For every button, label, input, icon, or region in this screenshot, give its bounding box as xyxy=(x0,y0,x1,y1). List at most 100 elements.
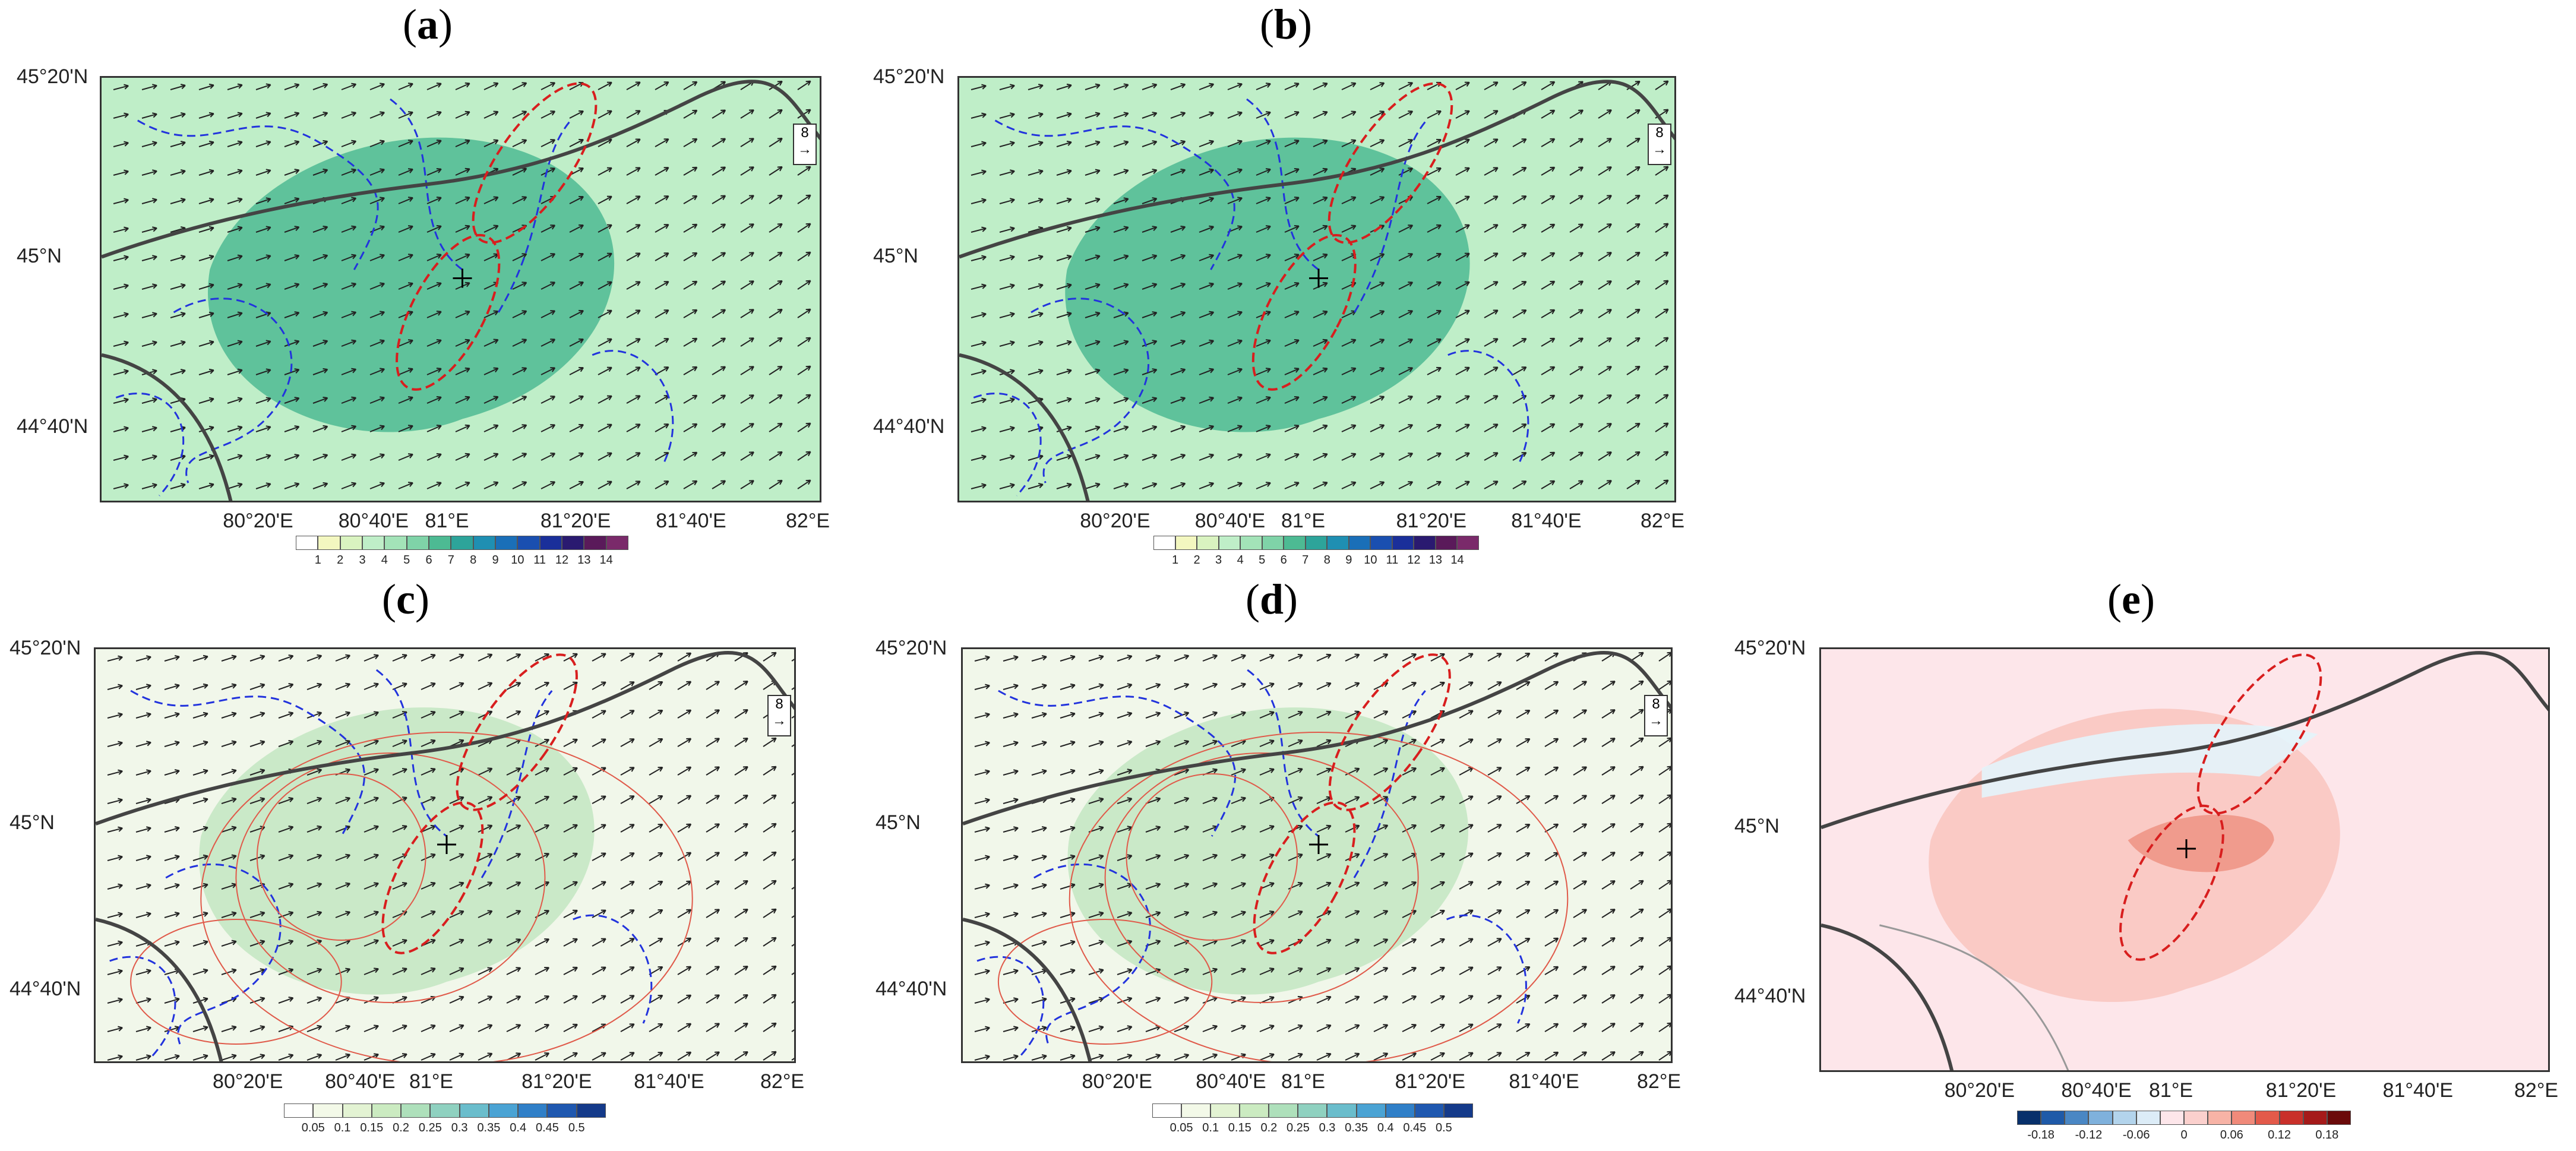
colorbar-swatch xyxy=(451,536,473,550)
colorbar-label: 7 xyxy=(1302,554,1309,567)
center-marker xyxy=(453,268,472,288)
map-plot xyxy=(100,76,821,502)
colorbar xyxy=(296,536,628,550)
red-dashed-ellipses xyxy=(2119,653,2322,961)
colorbar-swatch xyxy=(517,536,540,550)
colorbar-label: 6 xyxy=(1280,554,1287,567)
x-tick-label: 82°E xyxy=(1641,510,1685,532)
colorbar-label: 14 xyxy=(1450,554,1464,567)
colorbar-swatch xyxy=(1240,536,1262,550)
border-line-southwest xyxy=(963,918,1092,1061)
wind-reference-box: 8 → xyxy=(1648,124,1671,165)
colorbar-swatch xyxy=(561,536,584,550)
border-line xyxy=(959,80,1674,259)
map-plot xyxy=(1819,647,2550,1072)
colorbar-swatch xyxy=(1348,536,1371,550)
colorbar-swatch xyxy=(1210,1103,1240,1118)
colorbar-label: 0.25 xyxy=(1286,1121,1310,1134)
colorbar xyxy=(1152,1103,1473,1118)
x-tick-label: 80°20'E xyxy=(1082,1070,1152,1093)
y-tick-label: 45°20'N xyxy=(10,637,81,659)
center-marker xyxy=(2177,839,2196,859)
colorbar-swatch xyxy=(2183,1111,2208,1125)
colorbar-label: 10 xyxy=(1364,554,1377,567)
colorbar-label: 3 xyxy=(1215,554,1222,567)
colorbar-label: 6 xyxy=(425,554,432,567)
x-tick-label: 81°E xyxy=(1281,1070,1326,1093)
colorbar-swatch xyxy=(2017,1111,2041,1125)
x-tick-label: 81°20'E xyxy=(1395,1070,1466,1093)
panel-label: (c) xyxy=(382,576,429,623)
colorbar-label: 0 xyxy=(2180,1128,2188,1141)
arrow-icon: → xyxy=(1652,141,1667,157)
x-tick-label: 80°40'E xyxy=(1194,510,1266,532)
colorbar-swatch xyxy=(2065,1111,2089,1125)
arrow-icon: → xyxy=(1649,713,1663,729)
border-line xyxy=(963,651,1671,826)
x-tick-label: 81°20'E xyxy=(540,510,611,532)
y-tick-label: 45°N xyxy=(1734,815,1780,838)
colorbar-swatch xyxy=(2041,1111,2065,1125)
colorbar-swatch xyxy=(384,536,407,550)
colorbar-label: 0.1 xyxy=(334,1121,351,1134)
y-tick-label: 45°N xyxy=(10,811,55,834)
colorbar-label: 5 xyxy=(403,554,410,567)
colorbar-swatch xyxy=(1327,536,1349,550)
red-dashed-ellipses xyxy=(396,82,598,391)
colorbar-label: 0.15 xyxy=(1228,1121,1251,1134)
colorbar-swatch xyxy=(2255,1111,2280,1125)
wind-reference-box: 8 → xyxy=(793,124,817,165)
colorbar-swatch xyxy=(547,1103,577,1118)
colorbar-swatch xyxy=(1298,1103,1327,1118)
colorbar-swatch xyxy=(313,1103,343,1118)
y-tick-label: 45°N xyxy=(875,811,921,834)
y-tick-label: 45°N xyxy=(873,244,918,267)
border-line-southwest xyxy=(1821,923,1954,1070)
colorbar-swatch xyxy=(1327,1103,1357,1118)
colorbar-swatch xyxy=(495,536,518,550)
colorbar-swatch xyxy=(2279,1111,2303,1125)
colorbar-swatch xyxy=(459,1103,489,1118)
panel-label: (a) xyxy=(403,1,453,48)
y-tick-label: 45°20'N xyxy=(1734,637,1806,659)
map-canvas xyxy=(102,80,820,501)
colorbar-swatch xyxy=(488,1103,519,1118)
colorbar-label: 0.2 xyxy=(1260,1121,1278,1134)
colorbar-label: 11 xyxy=(1386,554,1399,567)
colorbar-label: 5 xyxy=(1259,554,1266,567)
colorbar-swatch xyxy=(1197,536,1219,550)
colorbar-swatch xyxy=(2160,1111,2184,1125)
border-line xyxy=(1821,651,2548,830)
colorbar-swatch xyxy=(1305,536,1327,550)
colorbar-swatch xyxy=(539,536,562,550)
colorbar-swatch xyxy=(1175,536,1197,550)
colorbar-swatch xyxy=(1284,536,1306,550)
colorbar-label: 8 xyxy=(1323,554,1330,567)
colorbar-swatch xyxy=(428,536,451,550)
shaded-region xyxy=(199,707,595,995)
border-line-southwest xyxy=(96,918,223,1061)
colorbar xyxy=(284,1103,606,1118)
colorbar-label: 4 xyxy=(1237,554,1244,567)
colorbar-label: 7 xyxy=(447,554,454,567)
colorbar-swatch xyxy=(1218,536,1241,550)
y-tick-label: 45°N xyxy=(17,244,62,267)
x-tick-label: 82°E xyxy=(1637,1070,1681,1093)
x-tick-label: 81°E xyxy=(409,1070,454,1093)
colorbar-swatch xyxy=(1269,1103,1298,1118)
y-tick-label: 44°40'N xyxy=(873,415,945,438)
colorbar-label: 4 xyxy=(381,554,388,567)
wind-vectors xyxy=(113,80,811,489)
wind-vectors xyxy=(971,80,1669,489)
wind-reference-box: 8 → xyxy=(1644,695,1668,736)
colorbar-label: 1 xyxy=(314,554,321,567)
colorbar-swatch xyxy=(518,1103,548,1118)
x-tick-label: 81°E xyxy=(2149,1079,2193,1102)
colorbar-label: 0.1 xyxy=(1202,1121,1219,1134)
map-canvas xyxy=(963,651,1671,1061)
colorbar-swatch xyxy=(584,536,606,550)
x-tick-label: 81°40'E xyxy=(634,1070,704,1093)
colorbar-label: 2 xyxy=(337,554,344,567)
center-marker xyxy=(1309,835,1328,854)
colorbar-swatch xyxy=(362,536,385,550)
